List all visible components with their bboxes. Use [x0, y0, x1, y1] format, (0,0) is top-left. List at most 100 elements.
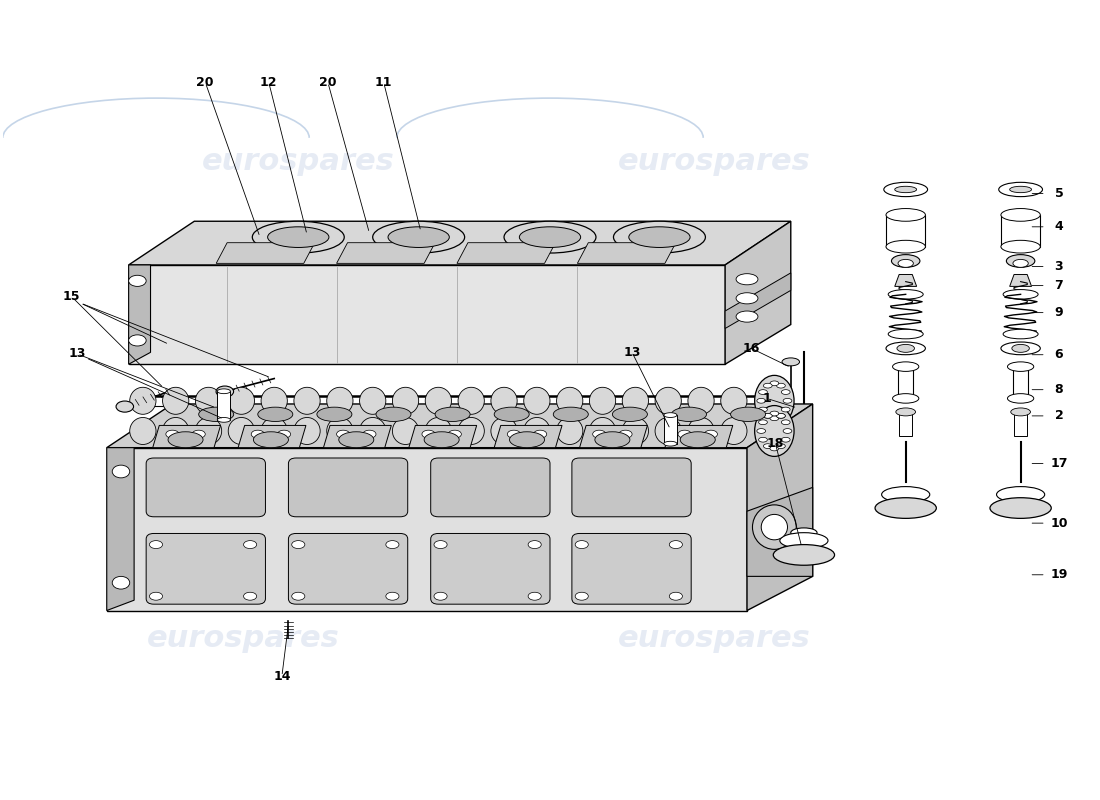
- Ellipse shape: [886, 342, 925, 354]
- Ellipse shape: [623, 418, 649, 445]
- Ellipse shape: [216, 386, 233, 397]
- Bar: [1014, 412, 1027, 436]
- Ellipse shape: [623, 387, 649, 414]
- Ellipse shape: [243, 592, 256, 600]
- FancyBboxPatch shape: [146, 458, 265, 517]
- Polygon shape: [580, 426, 648, 448]
- Ellipse shape: [990, 498, 1052, 518]
- FancyBboxPatch shape: [572, 458, 691, 517]
- Polygon shape: [129, 265, 151, 364]
- Ellipse shape: [436, 407, 470, 422]
- Ellipse shape: [757, 398, 766, 403]
- Ellipse shape: [783, 429, 792, 434]
- Ellipse shape: [1001, 240, 1041, 253]
- Ellipse shape: [163, 418, 189, 445]
- Ellipse shape: [130, 418, 156, 445]
- Ellipse shape: [327, 418, 353, 445]
- Polygon shape: [107, 448, 747, 610]
- Ellipse shape: [261, 418, 287, 445]
- Ellipse shape: [150, 541, 163, 549]
- Ellipse shape: [494, 407, 529, 422]
- Text: eurospares: eurospares: [618, 147, 811, 176]
- Ellipse shape: [669, 541, 682, 549]
- Ellipse shape: [228, 387, 254, 414]
- Text: 8: 8: [1055, 383, 1064, 396]
- Polygon shape: [747, 404, 813, 610]
- Text: 20: 20: [197, 76, 215, 89]
- Ellipse shape: [759, 438, 768, 442]
- Ellipse shape: [292, 541, 305, 549]
- Ellipse shape: [218, 389, 230, 394]
- Polygon shape: [337, 242, 436, 263]
- Ellipse shape: [629, 227, 690, 247]
- Ellipse shape: [507, 430, 520, 438]
- Ellipse shape: [883, 182, 927, 197]
- Ellipse shape: [163, 387, 189, 414]
- FancyBboxPatch shape: [146, 534, 265, 604]
- Ellipse shape: [251, 430, 264, 438]
- Ellipse shape: [386, 592, 399, 600]
- Ellipse shape: [763, 414, 772, 418]
- Ellipse shape: [393, 418, 419, 445]
- Ellipse shape: [393, 387, 419, 414]
- Ellipse shape: [891, 254, 920, 267]
- Ellipse shape: [886, 209, 925, 222]
- Ellipse shape: [168, 432, 204, 448]
- Polygon shape: [217, 242, 315, 263]
- Polygon shape: [456, 242, 556, 263]
- Ellipse shape: [112, 465, 130, 478]
- Bar: [899, 412, 912, 436]
- Ellipse shape: [680, 432, 715, 448]
- Ellipse shape: [663, 413, 676, 418]
- FancyBboxPatch shape: [288, 534, 408, 604]
- Polygon shape: [725, 273, 791, 329]
- Ellipse shape: [791, 528, 817, 538]
- Ellipse shape: [720, 418, 747, 445]
- Ellipse shape: [426, 387, 451, 414]
- Ellipse shape: [759, 420, 768, 425]
- Ellipse shape: [593, 430, 606, 438]
- Text: 1: 1: [762, 392, 771, 405]
- Bar: [898, 366, 913, 398]
- Ellipse shape: [1008, 394, 1034, 403]
- Ellipse shape: [458, 387, 484, 414]
- Ellipse shape: [1012, 344, 1030, 352]
- Polygon shape: [323, 426, 392, 448]
- Text: 16: 16: [742, 342, 760, 355]
- Ellipse shape: [199, 407, 233, 422]
- Ellipse shape: [112, 576, 130, 589]
- Ellipse shape: [1008, 362, 1034, 371]
- Ellipse shape: [1001, 209, 1041, 222]
- Ellipse shape: [228, 418, 254, 445]
- Text: 13: 13: [68, 347, 86, 361]
- Ellipse shape: [252, 222, 344, 253]
- Ellipse shape: [763, 414, 772, 418]
- Ellipse shape: [763, 444, 772, 449]
- Ellipse shape: [1003, 290, 1038, 299]
- Ellipse shape: [770, 416, 779, 421]
- Polygon shape: [107, 404, 813, 448]
- Ellipse shape: [575, 541, 589, 549]
- Ellipse shape: [294, 387, 320, 414]
- Polygon shape: [664, 426, 733, 448]
- Ellipse shape: [339, 432, 374, 448]
- Ellipse shape: [261, 387, 287, 414]
- Ellipse shape: [192, 430, 206, 438]
- Polygon shape: [725, 222, 791, 364]
- Ellipse shape: [327, 387, 353, 414]
- Ellipse shape: [360, 418, 386, 445]
- Text: 12: 12: [260, 76, 277, 89]
- Ellipse shape: [1001, 342, 1041, 354]
- Ellipse shape: [892, 362, 918, 371]
- Text: 14: 14: [273, 670, 290, 683]
- FancyBboxPatch shape: [431, 534, 550, 604]
- Ellipse shape: [150, 592, 163, 600]
- Ellipse shape: [755, 375, 794, 426]
- Bar: [886, 215, 925, 246]
- Ellipse shape: [388, 227, 449, 247]
- Ellipse shape: [253, 432, 288, 448]
- Ellipse shape: [663, 442, 676, 446]
- Ellipse shape: [656, 387, 681, 414]
- Text: 4: 4: [1055, 220, 1064, 234]
- Ellipse shape: [999, 182, 1043, 197]
